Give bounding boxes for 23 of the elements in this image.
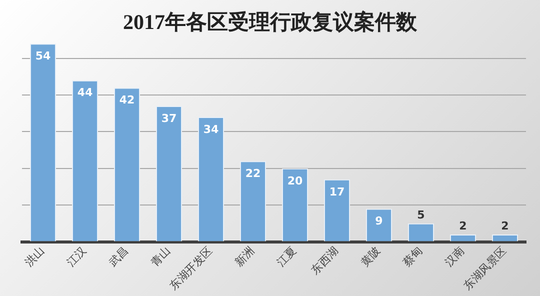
x-tick-label: 青山: [148, 244, 174, 270]
x-tick-label: 江夏: [274, 244, 300, 270]
x-tick-label: 洪山: [22, 244, 48, 270]
x-tick-label: 汉南: [442, 244, 468, 270]
data-label: 22: [245, 166, 261, 180]
x-tick-label: 新洲: [232, 244, 258, 270]
data-label: 2: [459, 219, 467, 232]
x-tick-label: 东西湖: [308, 244, 342, 277]
x-tick-label: 武昌: [106, 244, 132, 270]
data-label: 34: [203, 122, 219, 136]
x-tick-label: 江汉: [64, 244, 90, 270]
chart-title: 2017年各区受理行政复议案件数: [122, 9, 418, 36]
data-label: 5: [417, 208, 425, 222]
data-label: 42: [119, 94, 135, 107]
x-tick-label: 蔡甸: [400, 244, 426, 270]
data-label: 54: [35, 50, 51, 63]
data-label: 9: [375, 214, 383, 228]
x-tick-label: 黄陂: [358, 244, 384, 270]
data-label: 2: [501, 219, 509, 232]
data-label: 37: [161, 112, 177, 125]
data-label: 44: [77, 86, 93, 100]
data-label: 20: [287, 174, 303, 188]
data-label: 17: [329, 185, 345, 198]
